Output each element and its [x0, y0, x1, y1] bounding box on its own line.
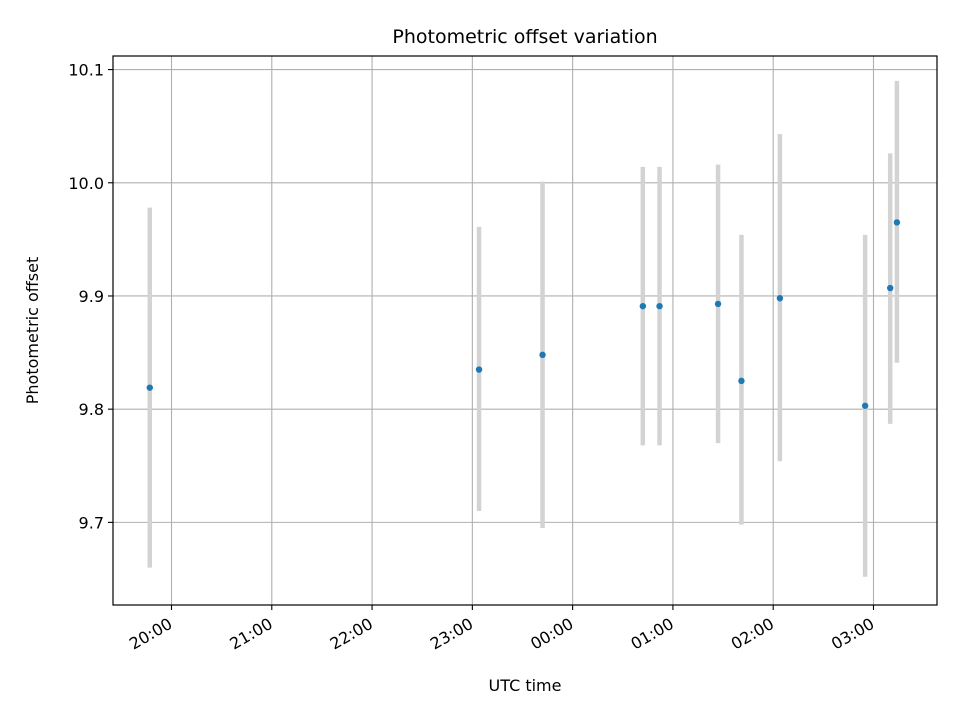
y-tick-label: 10.1	[68, 61, 104, 80]
y-axis-label: Photometric offset	[23, 257, 42, 405]
data-point	[738, 377, 745, 385]
axes-frame	[112, 55, 938, 606]
y-tick-label: 10.0	[68, 174, 104, 193]
grid	[113, 56, 937, 605]
data-point	[887, 284, 894, 292]
data-point	[639, 302, 647, 310]
x-axis-label: UTC time	[489, 676, 562, 695]
data-point	[776, 295, 784, 302]
data-points	[146, 219, 901, 409]
data-point	[714, 300, 722, 308]
y-tick-label: 9.9	[79, 287, 104, 306]
y-tick-label: 9.7	[79, 513, 104, 532]
data-point	[475, 366, 483, 373]
data-point	[539, 351, 546, 359]
data-point	[893, 219, 901, 226]
data-point	[861, 402, 869, 409]
data-point	[146, 384, 153, 391]
chart-title: Photometric offset variation	[392, 26, 657, 48]
y-tick-label: 9.8	[79, 400, 104, 419]
data-point	[656, 302, 663, 310]
